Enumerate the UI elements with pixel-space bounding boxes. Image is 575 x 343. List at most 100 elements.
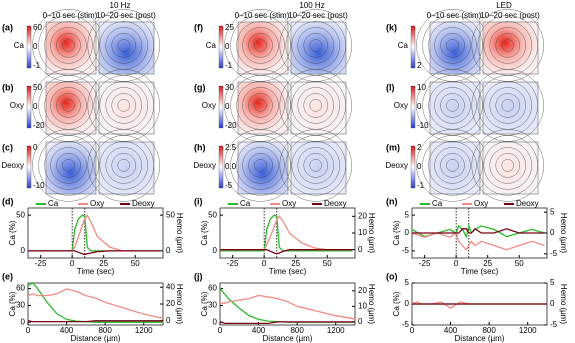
row-label: Deoxy bbox=[385, 161, 408, 170]
contour bbox=[501, 159, 514, 172]
panel-label: (i) bbox=[194, 196, 203, 206]
y2-axis-label: Hemo (μm) bbox=[367, 213, 376, 254]
contour bbox=[236, 141, 285, 190]
y2-tick-label: 5 bbox=[550, 278, 555, 287]
contour bbox=[50, 27, 87, 64]
contour bbox=[242, 147, 279, 184]
y2-tick-label: -5 bbox=[550, 320, 558, 329]
y2-tick-label: 0 bbox=[166, 316, 171, 325]
contour bbox=[105, 147, 142, 184]
x-tick-label: 0 bbox=[218, 326, 223, 335]
contour bbox=[117, 99, 130, 112]
y2-tick-label: 20 bbox=[166, 299, 175, 308]
y2-tick-label: 5 bbox=[550, 207, 555, 216]
row-label: Oxy bbox=[394, 101, 408, 110]
series-line bbox=[28, 214, 161, 252]
contour bbox=[297, 27, 334, 64]
panel-label: (e) bbox=[2, 271, 13, 281]
heatmap bbox=[237, 21, 289, 75]
series-line bbox=[219, 288, 355, 323]
y-tick-label: 0 bbox=[213, 246, 218, 255]
contour bbox=[434, 27, 471, 64]
x-tick-label: 25 bbox=[483, 259, 492, 268]
colorbar-tick: 0 bbox=[33, 42, 38, 51]
series-line bbox=[411, 223, 545, 239]
x-tick-label: -25 bbox=[35, 259, 47, 268]
series-line bbox=[412, 227, 545, 234]
heatmap bbox=[237, 141, 289, 195]
y-tick-label: 0 bbox=[405, 228, 410, 237]
contour bbox=[434, 87, 471, 124]
contour bbox=[111, 33, 136, 58]
x-axis-label: Time (sec) bbox=[461, 267, 499, 276]
y2-tick-label: 10 bbox=[358, 301, 367, 310]
y-tick-label: -5 bbox=[402, 246, 410, 255]
heatmap bbox=[45, 21, 97, 75]
contour bbox=[303, 33, 328, 58]
contour bbox=[489, 87, 526, 124]
x-tick-label: 0 bbox=[26, 326, 31, 335]
heatmap bbox=[482, 141, 539, 195]
series-line bbox=[27, 288, 164, 319]
y2-axis-label: Hemo (μm) bbox=[559, 284, 568, 325]
legend-label: Ca bbox=[48, 199, 59, 208]
y2-tick-label: 40 bbox=[166, 282, 175, 291]
contour bbox=[483, 141, 532, 190]
series-line bbox=[28, 213, 161, 252]
contour bbox=[440, 153, 465, 178]
contour bbox=[105, 27, 142, 64]
contour bbox=[117, 39, 130, 52]
row-label: Oxy bbox=[202, 101, 216, 110]
y2-tick-label: 10 bbox=[358, 228, 367, 237]
panel-label: (j) bbox=[194, 271, 203, 281]
panel-label: (g) bbox=[194, 82, 206, 92]
y2-tick-label: 20 bbox=[358, 211, 367, 220]
colorbar-tick: 0 bbox=[417, 162, 422, 171]
heatmap bbox=[237, 81, 289, 135]
contour bbox=[309, 39, 322, 52]
contour bbox=[285, 135, 346, 196]
colorbar-tick: 2 bbox=[417, 61, 422, 70]
panel-label: (c) bbox=[2, 142, 13, 152]
colorbar bbox=[410, 145, 416, 189]
panel-label: (l) bbox=[386, 82, 395, 92]
legend-label: Oxy bbox=[474, 199, 488, 208]
contour bbox=[254, 159, 267, 172]
y-axis-label: Ca (%) bbox=[8, 220, 17, 245]
contour bbox=[501, 39, 514, 52]
contour bbox=[44, 141, 93, 190]
heatmap bbox=[482, 21, 539, 75]
chart: (d) -25 0 25 50 0 50 0 50 Ca Oxy Deoxy Time (sec) Ca … bbox=[2, 196, 184, 276]
contour bbox=[62, 159, 75, 172]
colorbar-tick: -1 bbox=[33, 61, 41, 70]
chart: (e) 0 400 800 1200 0 30 60 0 20 40 Distance (μm) Ca … bbox=[2, 271, 184, 343]
colorbar bbox=[410, 25, 416, 69]
row-label: Deoxy bbox=[1, 161, 24, 170]
heatmap bbox=[98, 21, 155, 75]
x-axis-label: Distance (μm) bbox=[71, 334, 121, 343]
colorbar-tick: 0 bbox=[417, 102, 422, 111]
panel-label: (n) bbox=[386, 196, 398, 206]
panel-label: (m) bbox=[386, 142, 400, 152]
y2-tick-label: 0 bbox=[166, 246, 171, 255]
colorbar-tick: 2 bbox=[417, 143, 422, 152]
colorbar-tick: -10 bbox=[417, 121, 429, 130]
legend-label: Oxy bbox=[90, 199, 104, 208]
y2-axis-label: Hemo (μm) bbox=[367, 284, 376, 325]
legend-label: Ca bbox=[240, 199, 251, 208]
y2-tick-label: 20 bbox=[358, 286, 367, 295]
heatmap bbox=[429, 21, 481, 75]
contour bbox=[446, 39, 459, 52]
legend-label: Deoxy bbox=[132, 199, 155, 208]
y2-axis-label: Hemo (μm) bbox=[175, 284, 184, 325]
heatmap bbox=[290, 21, 347, 75]
contour bbox=[489, 27, 526, 64]
contour bbox=[446, 99, 459, 112]
x-axis-label: Time (sec) bbox=[77, 267, 115, 276]
y-axis-label: Ca (%) bbox=[200, 291, 209, 316]
colorbar bbox=[26, 85, 32, 129]
contour bbox=[254, 39, 267, 52]
y2-tick-label: -5 bbox=[550, 249, 558, 258]
x-tick-label: 1200 bbox=[327, 326, 345, 335]
colorbar-tick: 30 bbox=[225, 83, 234, 92]
